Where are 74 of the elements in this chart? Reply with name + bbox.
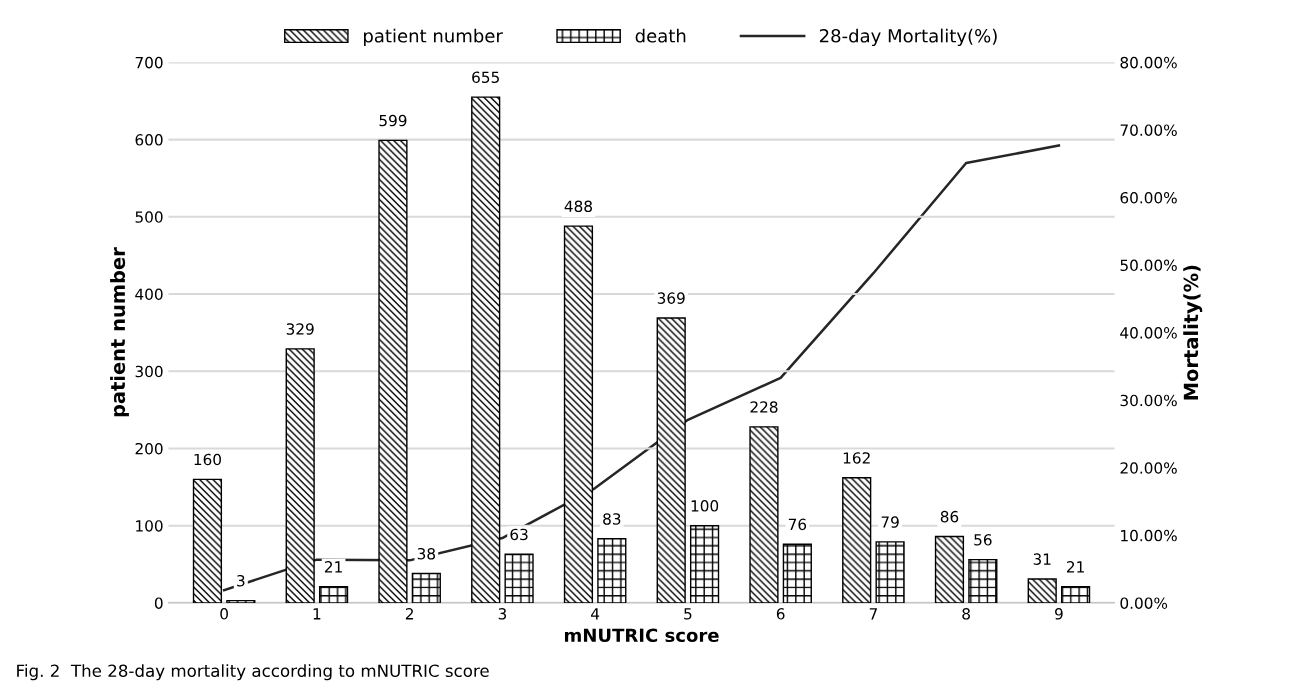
y-tick-label: 100 xyxy=(136,520,163,532)
y2-tick-label: 60.00% xyxy=(1120,191,1177,204)
y2-tick-label: 10.00% xyxy=(1121,529,1177,542)
legend-label: patient number xyxy=(364,28,503,47)
data-label: 79 xyxy=(881,516,899,528)
bar xyxy=(782,543,812,603)
data-label: 369 xyxy=(657,292,685,304)
bar xyxy=(226,599,256,603)
y-tick-label: 700 xyxy=(135,56,163,69)
bar xyxy=(1027,578,1057,603)
x-tick-label: 0 xyxy=(220,608,228,620)
y2-tick-label: 50.00% xyxy=(1120,259,1177,272)
data-label: 56 xyxy=(974,534,992,546)
bar xyxy=(411,572,441,603)
y2-tick-label: 80.00% xyxy=(1120,56,1177,69)
bar xyxy=(471,96,501,603)
y-tick-label: 200 xyxy=(135,442,163,455)
x-tick-label: 2 xyxy=(405,608,413,620)
bar xyxy=(597,538,627,603)
x-axis-title: mNUTRIC score xyxy=(564,628,719,643)
y-tick-label: 300 xyxy=(135,365,163,378)
bar xyxy=(934,535,965,603)
bar xyxy=(968,558,998,603)
y2-tick-label: 70.00% xyxy=(1120,124,1177,136)
x-tick-label: 4 xyxy=(591,608,600,620)
data-label: 63 xyxy=(510,528,528,541)
data-label: 76 xyxy=(788,518,807,531)
data-label: 83 xyxy=(603,513,621,525)
y2-tick-label: 0.00% xyxy=(1120,597,1168,609)
caption: Fig. 2 The 28-day mortality according to mNUTRIC score xyxy=(17,664,489,681)
data-label: 599 xyxy=(379,114,407,127)
data-label: 100 xyxy=(691,500,719,512)
data-label: 21 xyxy=(324,561,342,573)
bar xyxy=(749,426,779,603)
data-label: 162 xyxy=(843,452,870,464)
y2-tick-label: 30.00% xyxy=(1120,394,1177,407)
data-label: 655 xyxy=(472,71,499,84)
bar xyxy=(689,524,720,603)
y2-axis-title: Mortality(%) xyxy=(1183,265,1203,400)
y2-tick-label: 20.00% xyxy=(1120,462,1177,474)
data-label: 329 xyxy=(286,323,314,335)
data-label: 21 xyxy=(1067,561,1084,573)
bar xyxy=(1060,585,1091,603)
data-label: 228 xyxy=(750,401,778,413)
x-tick-label: 5 xyxy=(684,608,692,620)
bar xyxy=(285,348,315,603)
legend-label: 28-day Mortality(%) xyxy=(819,28,997,47)
bar xyxy=(192,478,223,603)
x-tick-label: 6 xyxy=(776,608,785,620)
data-label: 31 xyxy=(1033,553,1051,565)
x-tick-label: 3 xyxy=(498,608,507,620)
y-tick-label: 500 xyxy=(135,211,163,223)
x-tick-label: 8 xyxy=(962,608,970,620)
y-tick-label: 0 xyxy=(154,597,163,609)
x-tick-label: 1 xyxy=(313,608,321,620)
x-tick-label: 9 xyxy=(1055,608,1063,620)
bar xyxy=(318,585,349,603)
bar xyxy=(842,477,872,603)
y2-tick-label: 40.00% xyxy=(1120,327,1177,339)
bar xyxy=(563,225,594,603)
bar xyxy=(504,553,534,603)
bar xyxy=(875,541,905,603)
y-tick-label: 400 xyxy=(135,288,163,301)
y-axis-title: patient number xyxy=(110,247,129,417)
data-label: 488 xyxy=(564,200,592,213)
data-label: 86 xyxy=(940,510,959,523)
data-label: 38 xyxy=(417,547,436,560)
bar xyxy=(656,317,686,603)
bar xyxy=(378,139,408,603)
data-label: 3 xyxy=(237,574,245,587)
y-tick-label: 600 xyxy=(135,134,163,146)
x-tick-label: 7 xyxy=(869,608,877,620)
data-label: 160 xyxy=(194,453,221,466)
legend-label: death xyxy=(635,28,686,43)
